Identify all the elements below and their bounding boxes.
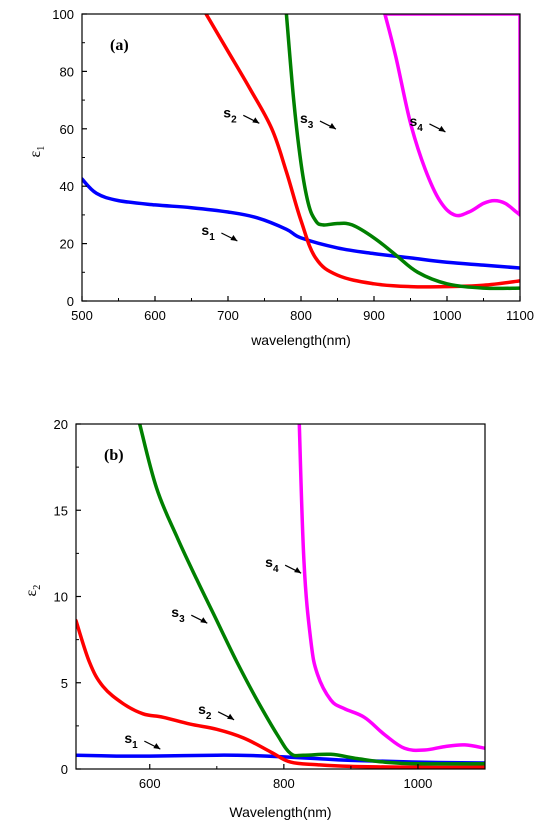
chart-panel-b: 600 800 1000 0 5 10 15 20 Wavelength(nm) ε2 (b) s4 s… xyxy=(23,417,486,820)
y-tick-label: 20 xyxy=(54,417,68,432)
y-tick-label: 20 xyxy=(60,237,74,252)
y-tick-label: 40 xyxy=(60,179,74,194)
y-axis-label-subscript: 2 xyxy=(32,585,43,590)
annotation-arrowhead xyxy=(153,743,161,750)
series-line-s2 xyxy=(76,618,485,769)
y-tick-label: 15 xyxy=(54,503,68,518)
x-axis-label: wavelength(nm) xyxy=(250,332,351,348)
y-tick-label: 0 xyxy=(67,294,74,309)
series-line-s3 xyxy=(284,14,520,291)
series-annotation-s2: s2 xyxy=(223,104,237,125)
panel-label: (a) xyxy=(110,37,129,54)
series-annotation-s1: s1 xyxy=(124,730,138,751)
series-line-s1 xyxy=(82,177,520,270)
y-tick-label: 60 xyxy=(60,122,74,137)
series-annotation-subscript: 4 xyxy=(273,564,279,575)
y-tick-label: 5 xyxy=(61,676,68,691)
annotation-arrowhead xyxy=(230,234,238,241)
annotation-arrowhead xyxy=(227,713,235,720)
series-line-s2 xyxy=(204,14,520,289)
y-tick-label: 80 xyxy=(60,64,74,79)
series-annotation-subscript: 1 xyxy=(132,740,138,751)
x-tick-label: 800 xyxy=(290,308,312,323)
series-annotation-subscript: 4 xyxy=(417,123,423,134)
chart-panel-a: 500 600 700 800 900 1000 1100 0 20 40 60 80 100 wavel… xyxy=(27,7,534,348)
x-axis-label: Wavelength(nm) xyxy=(229,804,331,820)
y-axis-label: ε2 xyxy=(23,585,43,597)
y-tick-label: 0 xyxy=(61,762,68,777)
series-annotation-s1: s1 xyxy=(201,222,215,243)
x-tick-label: 500 xyxy=(71,308,93,323)
x-tick-label: 600 xyxy=(139,776,161,791)
series-annotation-s4: s4 xyxy=(265,554,279,575)
x-tick-label: 900 xyxy=(363,308,385,323)
x-tick-label: 1100 xyxy=(506,308,534,323)
series-line-s4 xyxy=(383,14,520,218)
series-annotation-subscript: 1 xyxy=(209,232,215,243)
series-annotation-s3: s3 xyxy=(171,604,185,625)
series-annotation-subscript: 3 xyxy=(308,120,314,131)
x-tick-label: 1000 xyxy=(433,308,462,323)
x-tick-label: 700 xyxy=(217,308,239,323)
series-annotation-subscript: 3 xyxy=(179,614,185,625)
x-tick-label: 1000 xyxy=(403,776,432,791)
series-annotation-subscript: 2 xyxy=(231,114,237,125)
panel-label: (b) xyxy=(104,447,124,464)
series-annotation-subscript: 2 xyxy=(206,711,212,722)
annotation-arrowhead xyxy=(252,117,260,124)
x-tick-label: 800 xyxy=(273,776,295,791)
y-tick-label: 100 xyxy=(52,7,74,22)
plot-frame xyxy=(75,423,486,770)
series-line-s3 xyxy=(137,424,485,766)
series-line-s4 xyxy=(297,424,485,753)
annotation-arrowhead xyxy=(438,125,446,132)
series-annotation-s3: s3 xyxy=(300,110,314,131)
annotation-arrowhead xyxy=(328,123,336,130)
annotation-arrowhead xyxy=(200,617,208,624)
y-tick-label: 10 xyxy=(54,590,68,605)
series-line-segment-4 xyxy=(383,14,520,217)
y-axis-label: ε1 xyxy=(27,146,47,158)
annotation-arrowhead xyxy=(294,567,302,574)
y-axis-label-subscript: 1 xyxy=(36,146,47,151)
x-tick-label: 600 xyxy=(144,308,166,323)
series-annotation-s2: s2 xyxy=(198,701,212,722)
